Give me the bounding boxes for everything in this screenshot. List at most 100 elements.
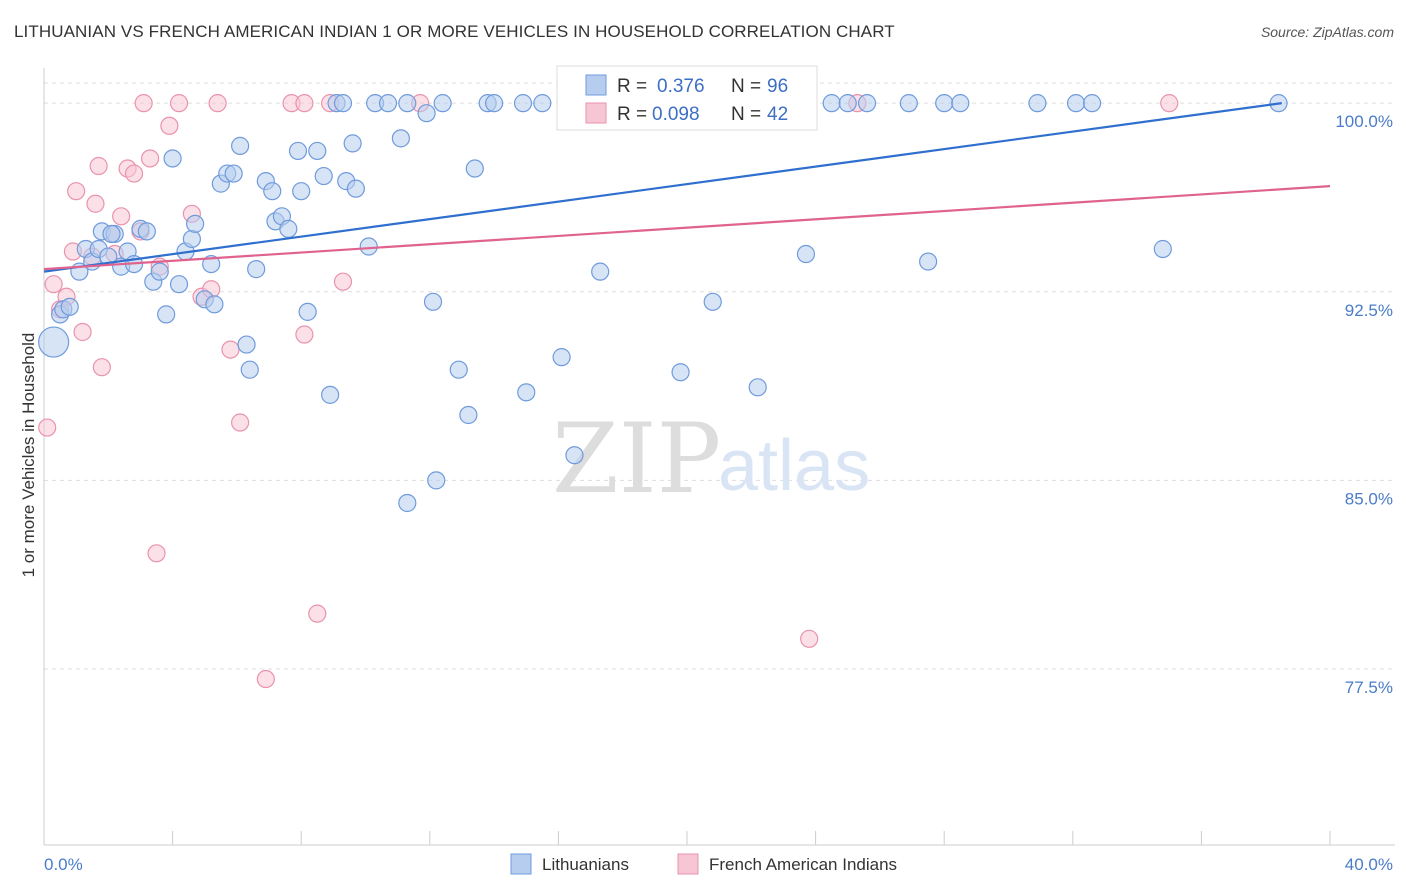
point-lithuanians-68 [565,446,584,465]
point-lithuanians-25 [202,254,221,274]
point-lithuanians-80 [822,94,841,113]
chart-title: LITHUANIAN VS FRENCH AMERICAN INDIAN 1 O… [14,22,895,41]
point-french-american-indians-17 [134,94,153,113]
point-lithuanians-33 [247,260,266,279]
legend-top-n-label-2: N = [731,104,761,125]
point-lithuanians-77 [748,378,767,397]
point-french-american-indians-26 [208,94,227,113]
point-lithuanians-86 [951,94,970,113]
point-lithuanians-20 [169,275,189,294]
point-french-american-indians-18 [140,149,160,168]
point-lithuanians-65 [517,383,536,402]
point-lithuanians-58 [449,360,468,379]
point-lithuanians-81 [838,94,857,113]
point-lithuanians-19 [163,149,182,168]
legend-swatch-french-american-indians [677,853,699,875]
point-french-american-indians-32 [295,325,314,344]
point-lithuanians-29 [224,164,243,183]
point-lithuanians-95 [102,224,121,244]
point-lithuanians-59 [459,405,478,425]
legend-top: R = 0.376 N = 96 R = 0.098 N = 42 [556,65,818,131]
legend-label-french-american-indians: French American Indians [709,855,897,874]
point-french-american-indians-35 [333,272,353,291]
point-lithuanians-83 [899,94,918,113]
point-lithuanians-38 [279,219,298,238]
legend-bottom: Lithuanians French American Indians [510,853,897,875]
point-french-american-indians-19 [147,544,166,563]
point-lithuanians-0 [38,326,70,358]
trend-line-lithuanians [43,102,1282,273]
watermark: ZIP atlas [552,403,870,515]
point-lithuanians-53 [398,94,417,113]
point-french-american-indians-28 [231,413,250,432]
point-french-american-indians-31 [295,94,314,113]
point-french-american-indians-6 [73,322,92,342]
legend-top-r-value-1: 0.376 [657,76,705,97]
y-axis-label: 1 or more Vehicles in Household [19,333,38,578]
point-lithuanians-35 [263,182,282,201]
watermark-atlas: atlas [718,426,870,506]
point-lithuanians-94 [333,94,353,113]
point-lithuanians-43 [314,166,333,186]
legend-top-swatch-blue [585,74,607,96]
legend-swatch-lithuanians [510,853,532,875]
legend-top-r-value-2: 0.098 [652,104,700,125]
y-tick-label-2: 85.0% [1345,489,1393,508]
point-french-american-indians-10 [92,358,111,377]
point-lithuanians-39 [288,141,308,161]
point-french-american-indians-8 [86,194,105,213]
y-tick-label-1: 92.5% [1345,301,1393,320]
point-lithuanians-60 [465,159,484,178]
trend-line-french-american-indians [43,185,1331,271]
point-lithuanians-73 [671,363,690,382]
point-french-american-indians-39 [800,629,819,648]
point-lithuanians-93 [433,94,452,113]
point-french-american-indians-21 [160,116,179,135]
point-lithuanians-44 [321,385,340,404]
point-lithuanians-88 [1066,94,1086,113]
point-lithuanians-52 [391,129,410,148]
point-lithuanians-49 [359,237,378,256]
legend-top-swatch-pink [585,102,607,124]
point-lithuanians-55 [417,104,436,123]
point-lithuanians-57 [427,471,446,490]
point-lithuanians-47 [343,134,362,153]
point-french-american-indians-27 [221,340,240,359]
point-french-american-indians-22 [169,94,189,113]
legend-top-n-value-1: 96 [767,76,788,97]
point-lithuanians-64 [533,94,552,113]
point-french-american-indians-41 [1160,94,1179,113]
point-lithuanians-84 [919,252,938,271]
point-lithuanians-51 [378,94,398,113]
y-tick-label-3: 77.5% [1345,678,1393,697]
axes [43,68,1395,846]
point-french-american-indians-5 [67,182,86,201]
point-french-american-indians-1 [44,275,63,294]
point-lithuanians-48 [346,179,365,198]
point-lithuanians-69 [591,262,610,281]
point-lithuanians-15 [137,222,156,241]
point-lithuanians-67 [552,348,571,367]
point-lithuanians-89 [1082,94,1102,113]
point-lithuanians-26 [205,295,224,314]
point-french-american-indians-33 [308,604,327,623]
point-lithuanians-54 [398,493,417,513]
trend-lines [43,102,1331,273]
source-label: Source: ZipAtlas.com [1260,24,1394,40]
x-tick-label-1: 40.0% [1345,855,1393,874]
point-lithuanians-31 [237,335,256,354]
point-french-american-indians-9 [89,156,108,176]
point-lithuanians-3 [60,297,79,316]
point-french-american-indians-15 [124,164,144,183]
point-lithuanians-41 [298,302,317,321]
point-french-american-indians-29 [256,669,275,689]
point-lithuanians-82 [857,94,877,113]
point-lithuanians-30 [231,136,250,155]
point-lithuanians-42 [308,141,327,161]
point-lithuanians-79 [796,244,816,264]
point-lithuanians-56 [423,292,443,311]
point-lithuanians-32 [240,360,259,379]
legend-top-r-label-1: R = [617,76,647,97]
point-french-american-indians-13 [112,207,131,226]
